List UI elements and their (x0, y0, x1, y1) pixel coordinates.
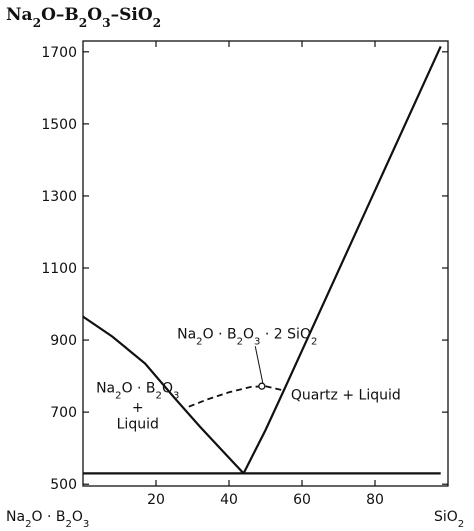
y-tick-label: 700 (50, 405, 77, 421)
annotation-1: Na2O · B2O3 · 2 SiO2 (177, 326, 317, 347)
annotation-4: Liquid (117, 416, 159, 432)
chart-title: Na2O–B2O3–SiO2 (6, 5, 161, 30)
x-axis-right-end-label: SiO2 (434, 509, 464, 530)
y-tick-label: 1300 (41, 189, 77, 205)
annotation-2: Na2O · B2O3 (96, 380, 179, 401)
series-line-2 (244, 46, 441, 473)
x-tick-label: 20 (147, 492, 165, 508)
annotation-layer: Na2O · B2O3 · 2 SiO2 Na2O · B2O3+Liquid Qu… (96, 326, 401, 432)
x-tick-label: 80 (366, 492, 384, 508)
axis-ticks: 500 700 900 1100 1300 1500 1700 20 40 60 80 (41, 41, 448, 508)
series-line-3 (189, 386, 284, 407)
y-tick-label: 500 (50, 477, 77, 493)
leader-line (255, 346, 263, 383)
curve-marker (259, 383, 265, 389)
annotation-5: Quartz + Liquid (291, 388, 401, 404)
y-tick-label: 1500 (41, 117, 77, 133)
y-tick-label: 1100 (41, 261, 77, 277)
x-tick-label: 60 (293, 492, 311, 508)
y-tick-label: 1700 (41, 45, 77, 61)
x-axis-left-end-label: Na2O · B2O3 (6, 509, 89, 530)
y-tick-label: 900 (50, 333, 77, 349)
annotation-3: + (132, 400, 144, 416)
x-tick-label: 40 (220, 492, 238, 508)
